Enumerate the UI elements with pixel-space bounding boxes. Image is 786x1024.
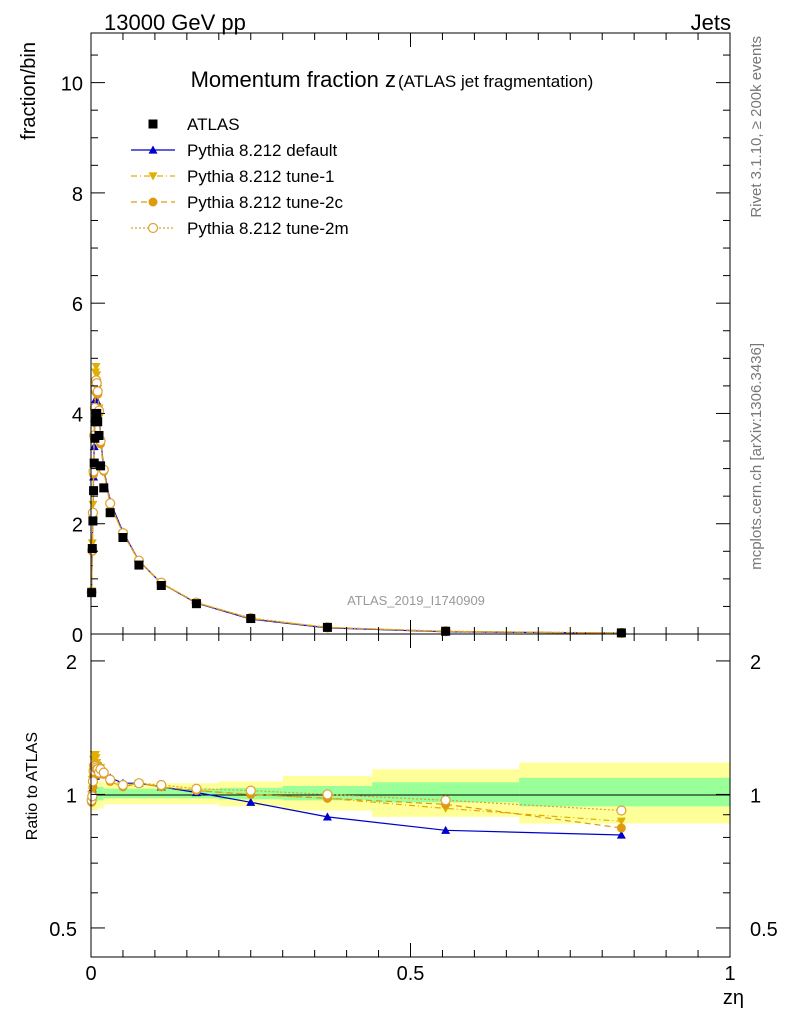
data-point-atlas — [118, 533, 128, 543]
data-point-atlas — [134, 560, 144, 570]
data-point-tune1 — [92, 371, 102, 380]
ratio-series-layer — [86, 750, 627, 839]
ratio-point-tune2m — [322, 789, 333, 800]
ratio-y-tick-label: 1 — [66, 785, 77, 807]
y-tick-label: 0 — [72, 625, 83, 647]
data-point-atlas — [441, 626, 451, 636]
ratio-y-tick-label-right: 1 — [750, 785, 761, 807]
ratio-point-default — [246, 797, 256, 806]
legend-label-default: Pythia 8.212 default — [187, 141, 338, 160]
data-point-atlas — [89, 458, 99, 468]
ratio-point-tune2c — [616, 823, 626, 833]
legend-label-atlas: ATLAS — [187, 115, 240, 134]
legend-marker-tune1 — [148, 172, 158, 181]
data-point-atlas — [616, 628, 626, 638]
legend-marker-default — [148, 145, 158, 154]
data-point-atlas — [87, 588, 97, 598]
data-point-atlas — [156, 580, 166, 590]
main-title: Momentum fraction z — [191, 67, 396, 92]
main-title-sub: (ATLAS jet fragmentation) — [398, 72, 593, 91]
y-tick-label: 10 — [61, 74, 83, 96]
legend: ATLAS Pythia 8.212 default Pythia 8.212 tu… — [131, 115, 349, 238]
ratio-point-tune1 — [91, 754, 101, 763]
ratio-y-tick-label-right: 0.5 — [750, 919, 778, 941]
data-point-tune2m — [87, 507, 99, 518]
data-point-atlas — [99, 483, 109, 493]
ratio-point-tune2m — [87, 776, 99, 787]
y-tick-label: 6 — [72, 294, 83, 316]
data-point-tune2m — [92, 386, 103, 397]
ratio-point-tune2m — [133, 778, 145, 789]
ratio-y-axis-label: Ratio to ATLAS — [24, 732, 41, 840]
data-point-tune1 — [91, 362, 101, 372]
legend-label-tune2m: Pythia 8.212 tune-2m — [187, 219, 349, 238]
ratio-y-tick-label: 0.5 — [49, 919, 77, 941]
main-panel: 0 2 4 6 8 10 Momentum fraction z (ATLAS jet f… — [18, 32, 731, 647]
uncertainty-band-inner — [372, 782, 520, 803]
data-point-atlas — [94, 431, 104, 441]
y-tick-label: 2 — [72, 515, 83, 537]
x-tick-label: 0 — [85, 963, 96, 985]
legend-marker-atlas — [148, 119, 158, 129]
ratio-point-tune1 — [616, 817, 626, 826]
legend-marker-tune2c — [148, 197, 158, 207]
rivet-label: Rivet 3.1.10, ≥ 200k events — [748, 36, 765, 218]
ratio-point-default — [441, 825, 451, 834]
main-series-layer — [86, 362, 627, 639]
legend-label-tune1: Pythia 8.212 tune-1 — [187, 167, 334, 186]
ratio-y-tick-label-right: 2 — [750, 652, 761, 674]
legend-marker-tune2m — [147, 222, 159, 234]
ratio-point-tune2m — [98, 767, 109, 778]
source-label: mcplots.cern.ch [arXiv:1306.3436] — [748, 343, 765, 570]
data-point-atlas — [88, 516, 98, 526]
data-point-tune2m — [105, 498, 116, 509]
ratio-band-layer — [91, 762, 730, 824]
data-point-atlas — [246, 614, 256, 624]
y-tick-label: 8 — [72, 184, 83, 206]
uncertainty-band-inner — [519, 777, 730, 807]
uncertainty-band-inner — [97, 786, 104, 801]
main-ticks: 0 2 4 6 8 10 — [61, 33, 731, 647]
ratio-point-default — [616, 830, 626, 839]
data-point-atlas — [191, 599, 201, 609]
watermark: ATLAS_2019_I1740909 — [347, 593, 485, 608]
y-tick-label: 4 — [72, 404, 83, 426]
x-tick-label: 0.5 — [397, 963, 425, 985]
legend-label-tune2c: Pythia 8.212 tune-2c — [187, 193, 343, 212]
ratio-point-tune2m — [156, 779, 167, 791]
uncertainty-band-inner — [103, 788, 219, 799]
data-point-atlas — [96, 461, 106, 471]
data-point-atlas — [322, 622, 332, 632]
x-axis-label: zη — [723, 987, 744, 1009]
ratio-point-tune2m — [105, 774, 116, 785]
ratio-point-tune2m — [440, 795, 451, 806]
ratio-point-tune2m — [245, 785, 256, 796]
category-label: Jets — [691, 10, 731, 35]
ratio-point-tune2m — [616, 805, 627, 816]
ratio-point-tune2m — [87, 791, 98, 802]
data-point-atlas — [93, 417, 103, 427]
data-point-atlas — [89, 486, 99, 496]
ratio-point-tune2m — [191, 783, 202, 794]
data-point-atlas — [87, 544, 97, 554]
energy-label: 13000 GeV pp — [104, 10, 246, 35]
ratio-point-tune2m — [117, 779, 129, 791]
x-tick-label: 1 — [724, 963, 735, 985]
ratio-panel: 0.5 0.5 1 1 2 2 0 0.5 1 Ratio to ATLAS zη — [24, 633, 778, 1009]
ratio-y-tick-label: 2 — [66, 652, 77, 674]
main-y-axis-label: fraction/bin — [18, 42, 40, 140]
ratio-ticks: 0.5 0.5 1 1 2 2 0 0.5 1 — [49, 634, 778, 985]
ratio-point-default — [322, 812, 332, 821]
data-point-atlas — [105, 508, 115, 518]
